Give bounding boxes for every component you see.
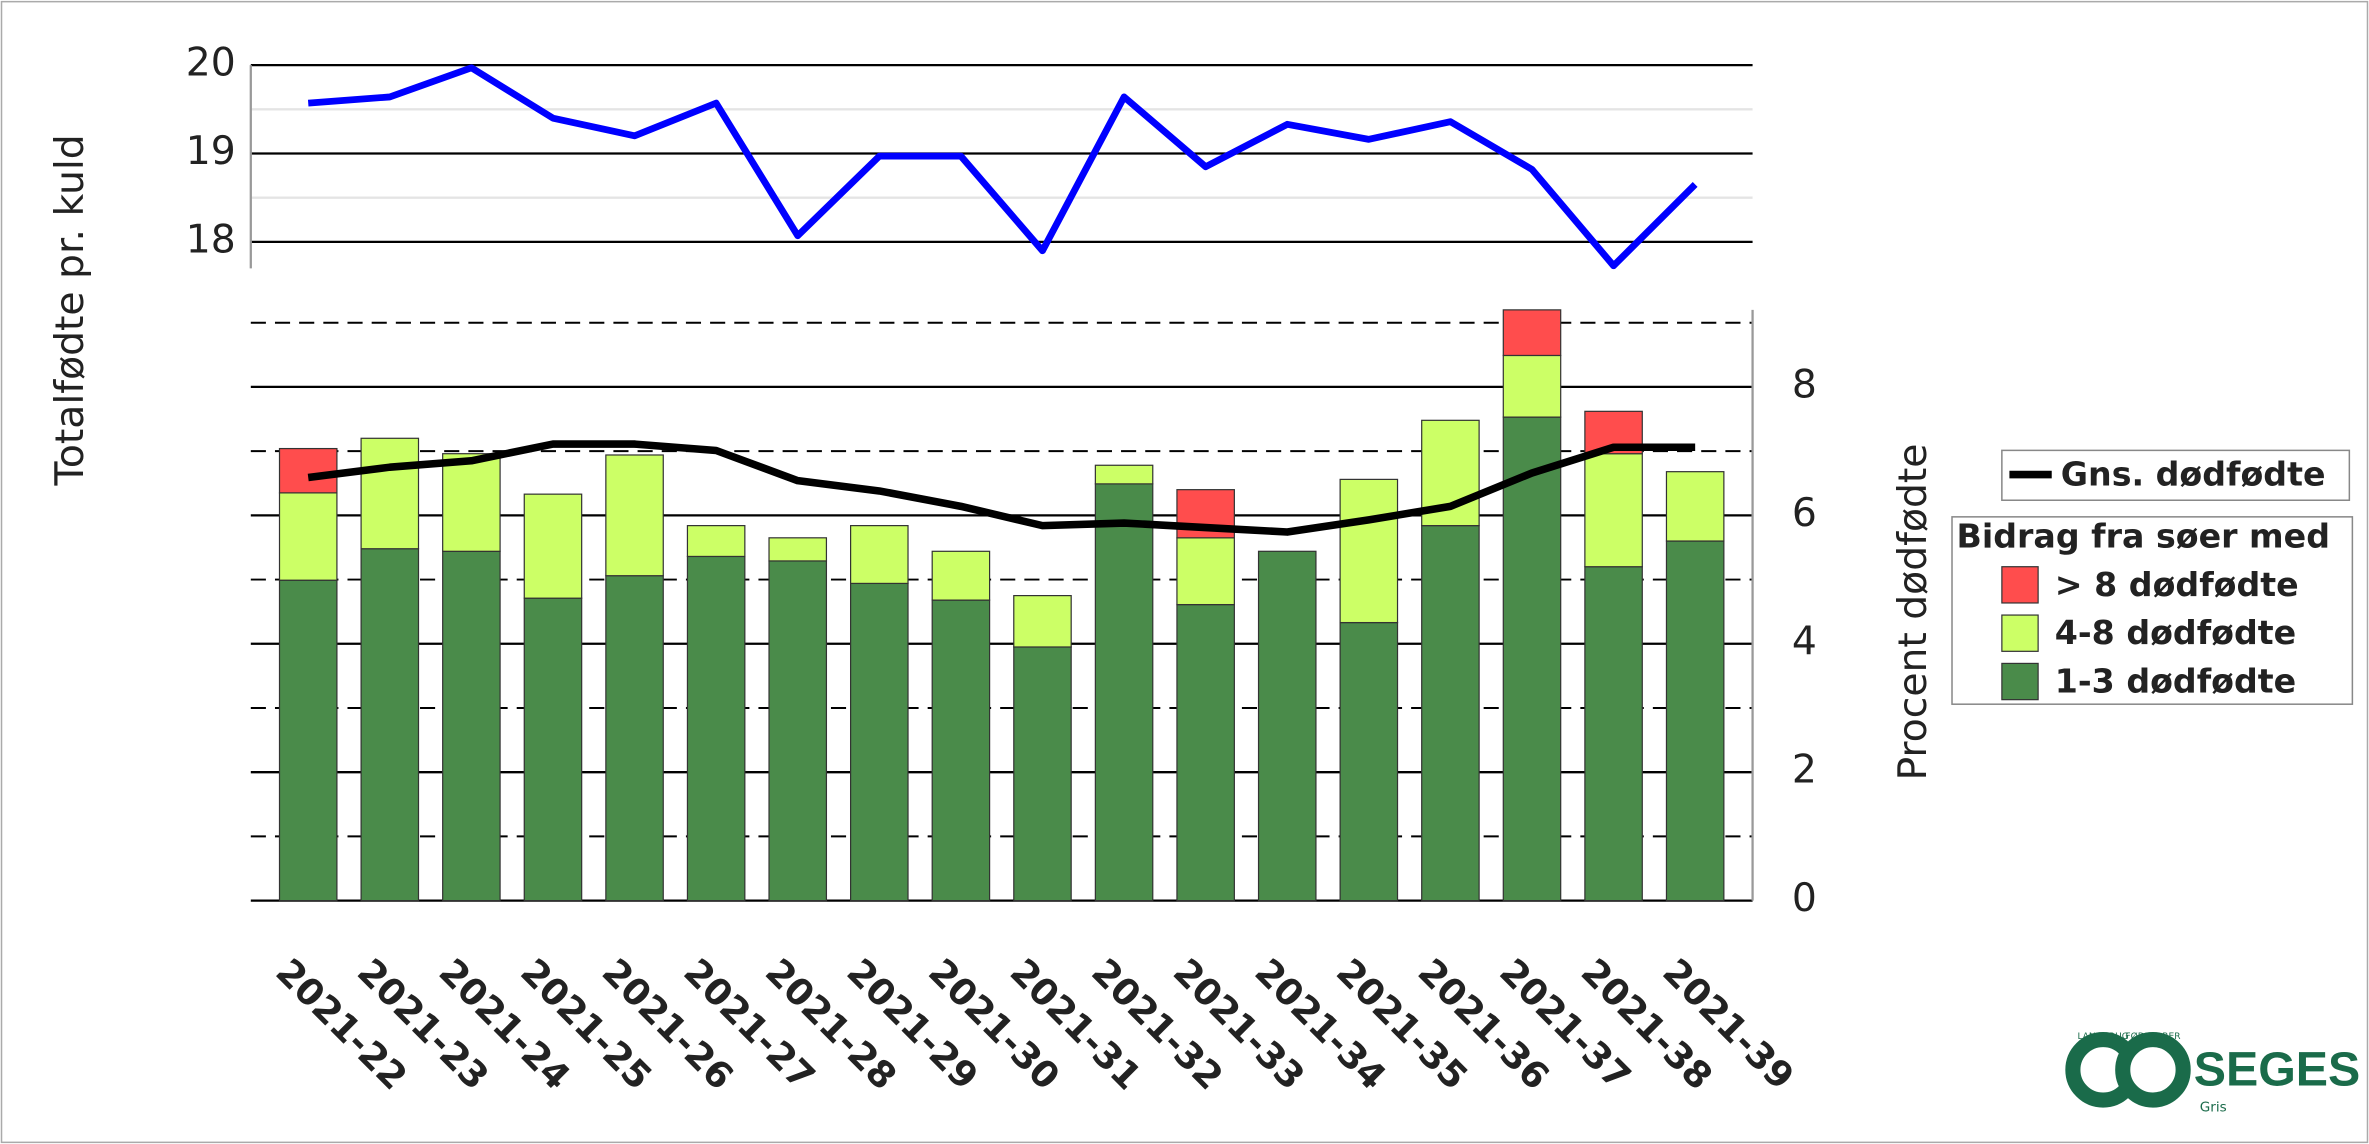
- average-line: [307, 440, 1696, 536]
- bar-segment: [768, 537, 828, 562]
- bar-segment: [605, 454, 664, 577]
- bar-segment: [686, 525, 746, 558]
- line-series: [307, 64, 1698, 270]
- y-tick-label: 18: [186, 217, 236, 262]
- bar-segment: [360, 437, 420, 550]
- bar-segment: [931, 550, 991, 601]
- legend-title: Bidrag fra søer med: [1957, 517, 2330, 556]
- logo-ring-text: FØDEVARER: [2125, 1031, 2181, 1042]
- bar-segment: [1257, 550, 1317, 902]
- bar-segment: [1502, 416, 1562, 902]
- y-tick-label: 0: [1792, 876, 1817, 921]
- bar-segment: [931, 599, 991, 902]
- logo-ring-text: LANDBRUG: [2077, 1032, 2128, 1042]
- bar-segment: [849, 582, 909, 902]
- legend-swatch: [2001, 662, 2039, 701]
- legend-label: > 8 dødfødte: [2055, 565, 2299, 604]
- bar-segment: [1665, 540, 1725, 902]
- legend-swatch: [2001, 614, 2039, 652]
- bar-segment: [1665, 471, 1725, 542]
- bar-segment: [849, 525, 909, 585]
- bar-segment: [278, 492, 338, 581]
- bar-segment: [1502, 309, 1562, 357]
- bar-segment: [360, 548, 420, 902]
- bar-segment: [1013, 646, 1072, 902]
- bar-segment: [768, 560, 828, 902]
- bar-segment: [523, 493, 583, 599]
- bar-segment: [1094, 483, 1154, 902]
- y-tick-label: 6: [1792, 491, 1817, 536]
- bar-segment: [605, 575, 664, 902]
- bar-segment: [1584, 453, 1643, 568]
- logo-sub: Gris: [2200, 1100, 2227, 1116]
- bar-segment: [1339, 621, 1399, 902]
- bar-segment: [1502, 354, 1562, 418]
- bar-segment: [1094, 464, 1154, 485]
- bar-segment: [278, 579, 338, 902]
- bar-segment: [686, 555, 746, 902]
- logo-ring: [2115, 1032, 2191, 1108]
- bar-segment: [1584, 566, 1643, 902]
- y-tick-label: 8: [1792, 362, 1817, 407]
- legend-label: 1-3 dødfødte: [2055, 662, 2296, 701]
- legend-label: Gns. dødfødte: [2061, 455, 2326, 494]
- bar-segment: [1176, 537, 1235, 606]
- bar-segment: [1421, 525, 1480, 902]
- y-tick-label: 19: [186, 129, 236, 174]
- legend-box: [2001, 449, 2351, 501]
- bar-segment: [442, 550, 501, 902]
- bar-segment: [442, 453, 501, 552]
- legend-swatch: [2001, 566, 2039, 604]
- bar-segment: [278, 447, 338, 494]
- bar-segment: [523, 597, 583, 902]
- bar-segment: [1339, 478, 1399, 624]
- bar-segment: [1013, 595, 1072, 648]
- bar-segment: [1176, 603, 1235, 902]
- logo-text: SEGES: [2194, 1043, 2361, 1097]
- y-label-top: Totalfødte pr. kuld: [48, 134, 93, 486]
- y-label-bottom: Procent dødfødte: [1891, 444, 1936, 781]
- y-tick-label: 20: [186, 41, 236, 86]
- legend-label: 4-8 dødfødte: [2055, 613, 2296, 652]
- y-tick-label: 4: [1792, 619, 1817, 664]
- y-tick-label: 2: [1792, 748, 1817, 793]
- logo: LANDBRUG FØDEVARER SEGES Gris: [2065, 1031, 2361, 1116]
